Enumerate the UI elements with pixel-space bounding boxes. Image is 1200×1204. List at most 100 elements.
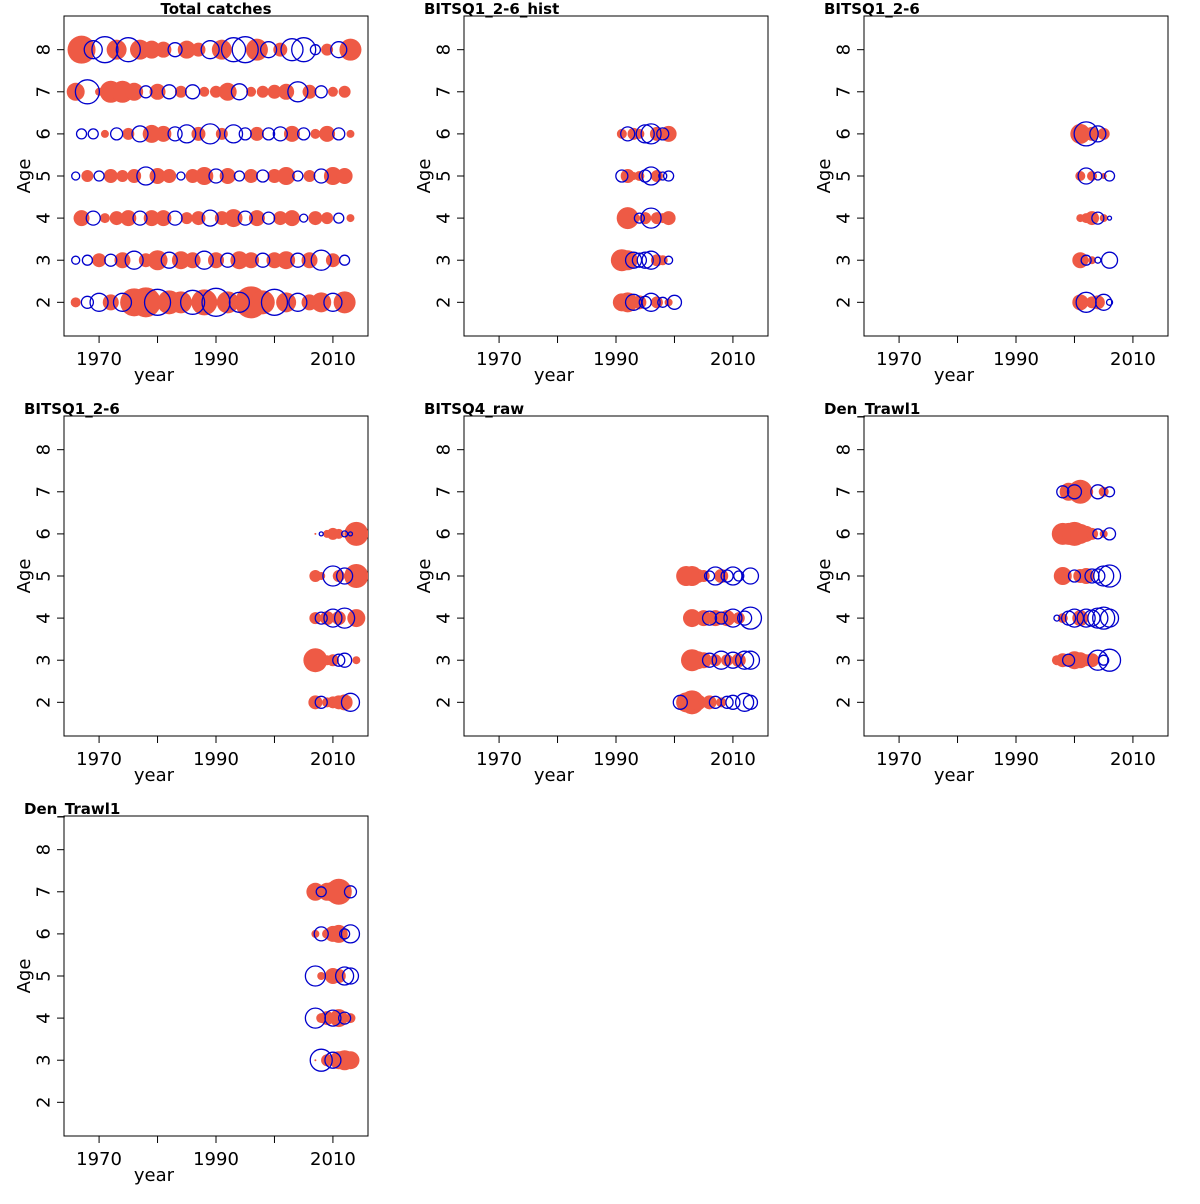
bubble-negative	[230, 83, 249, 101]
bubble-negative	[666, 294, 683, 310]
bubble-negative	[261, 211, 276, 225]
x-tick-label: 1990	[193, 749, 239, 770]
bubble-positive	[99, 213, 110, 224]
y-tick-label: 5	[434, 570, 455, 581]
x-tick-label: 1990	[993, 349, 1039, 370]
bubble-positive	[155, 210, 172, 227]
x-tick-label: 2010	[710, 349, 756, 370]
bubble-positive	[103, 169, 118, 183]
bubble-positive	[177, 40, 196, 59]
bubble-positive	[317, 572, 326, 580]
bubble-negative	[701, 652, 718, 668]
bubble-positive	[162, 169, 177, 183]
bubble-positive	[102, 294, 119, 311]
bubble-negative	[161, 84, 177, 100]
bubble-negative	[1093, 171, 1103, 181]
bubble-positive	[1097, 127, 1110, 140]
x-tick-label: 1970	[76, 749, 122, 770]
bubble-negative	[93, 170, 105, 182]
y-tick-label: 7	[434, 86, 455, 97]
bubble-negative	[733, 570, 745, 582]
bubble-negative	[315, 886, 327, 898]
plot-frame	[863, 15, 1169, 337]
bubble-positive	[180, 212, 193, 225]
bubble-negative	[335, 567, 354, 585]
x-tick-label: 1990	[193, 1149, 239, 1170]
bubble-negative	[1087, 649, 1109, 671]
bubble-negative	[334, 966, 355, 986]
y-tick-label: 3	[34, 254, 55, 265]
y-tick-label: 5	[834, 570, 855, 581]
y-tick-label: 2	[834, 697, 855, 708]
bubble-positive	[1085, 126, 1099, 141]
y-axis-label: Age	[14, 959, 35, 994]
bubble-positive	[109, 211, 124, 226]
x-axis-label: year	[134, 765, 175, 786]
bubble-negative	[132, 210, 148, 226]
bubble-negative	[304, 965, 327, 987]
x-tick-label: 2010	[710, 749, 756, 770]
bubble-negative	[1099, 608, 1120, 628]
y-tick-label: 6	[434, 528, 455, 539]
plot-frame	[863, 415, 1169, 737]
bubble-positive	[321, 1054, 334, 1067]
bubble-negative	[663, 255, 674, 265]
bubble-negative	[640, 207, 662, 229]
bubble-positive	[210, 85, 222, 98]
bubble-positive	[617, 250, 638, 271]
bubble-negative	[71, 171, 81, 181]
bubble-negative	[208, 168, 224, 184]
bubble-negative	[738, 606, 763, 630]
bubble-negative	[200, 40, 220, 60]
y-tick-label: 7	[34, 486, 55, 497]
bubble-positive	[278, 83, 295, 100]
y-tick-label: 2	[34, 297, 55, 308]
bubble-negative	[81, 254, 94, 266]
bubble-negative	[640, 123, 662, 145]
bubble-negative	[1073, 121, 1099, 147]
panel-title: BITSQ1_2-6	[24, 400, 120, 418]
bubble-negative	[615, 169, 629, 183]
panel-7: Den_Trawl1 1970 1990 2010 2 3 4 5 6 7 8 year Age	[14, 800, 369, 1186]
bubble-positive	[346, 129, 355, 138]
panel-1: Total catches 1970 1990 2010 2 3 4 5 6 7 8 year Age	[14, 0, 369, 386]
bubble-negative	[167, 210, 183, 226]
x-axis-label: year	[934, 765, 975, 786]
bubble-positive	[314, 532, 317, 535]
bubble-positive	[1072, 294, 1089, 311]
bubble-negative	[288, 292, 308, 312]
bubble-negative	[337, 1011, 352, 1025]
bubble-negative	[340, 924, 361, 944]
bubble-positive	[639, 212, 652, 225]
bubble-negative	[714, 611, 728, 625]
bubble-positive	[1090, 295, 1105, 310]
y-tick-label: 4	[434, 212, 455, 223]
bubble-positive	[195, 167, 214, 185]
x-tick-label: 1970	[76, 1149, 122, 1170]
bubble-negative	[742, 694, 759, 710]
bubble-negative	[333, 607, 356, 629]
bubble-negative	[194, 250, 214, 270]
y-tick-label: 7	[434, 486, 455, 497]
y-tick-label: 2	[34, 1097, 55, 1108]
y-tick-label: 6	[834, 128, 855, 139]
bubble-positive	[199, 86, 210, 97]
bubble-negative	[1100, 251, 1119, 269]
bubble-negative	[324, 1051, 342, 1069]
bubble-positive	[327, 86, 338, 97]
x-axis-label: year	[534, 365, 575, 386]
bubble-negative	[80, 295, 95, 309]
y-axis-label: Age	[414, 559, 435, 594]
panel-title: BITSQ1_2-6	[824, 0, 920, 18]
bubble-positive	[267, 84, 282, 99]
bubble-negative	[139, 85, 153, 99]
y-tick-label: 5	[34, 570, 55, 581]
bubble-negative	[1076, 608, 1096, 628]
bubble-layer	[1070, 121, 1119, 313]
x-tick-label: 2010	[310, 749, 356, 770]
bubble-negative	[1105, 298, 1114, 306]
panel-title: Total catches	[160, 0, 271, 18]
bubble-positive	[1088, 256, 1096, 265]
y-axis-label: Age	[414, 159, 435, 194]
bubble-positive	[277, 167, 296, 185]
